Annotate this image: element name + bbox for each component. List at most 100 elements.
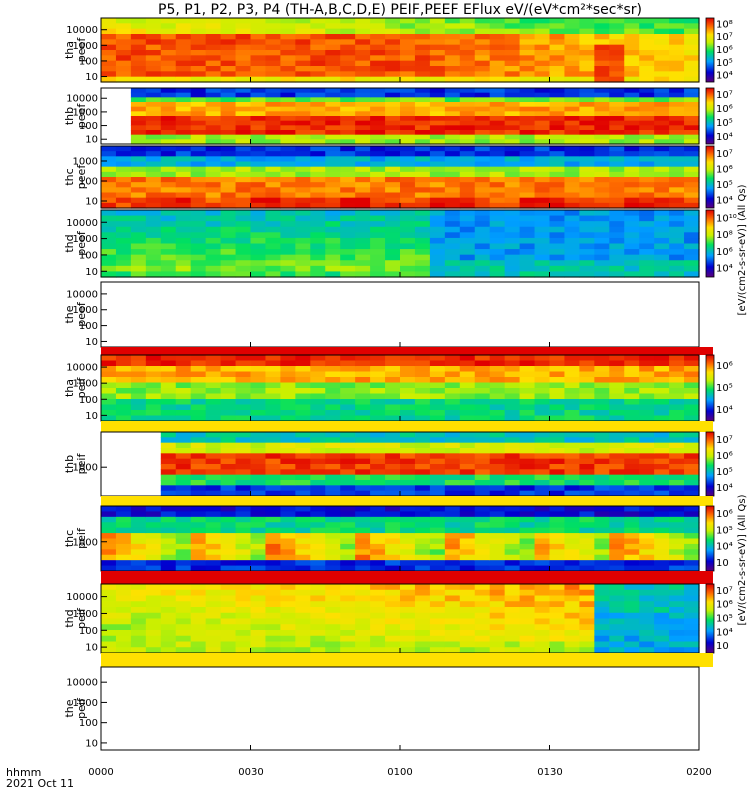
spectrogram-cell [505, 135, 521, 140]
spectrogram-cell [609, 130, 625, 135]
spectrogram-cell [445, 383, 461, 389]
spectrogram-cell [116, 55, 132, 61]
spectrogram-cell [579, 125, 595, 130]
spectrogram-cell [146, 182, 162, 188]
spectrogram-cell [280, 232, 296, 238]
spectrogram-cell [146, 506, 162, 512]
spectrogram-cell [624, 388, 640, 394]
spectrogram-cell [236, 377, 252, 383]
y-tick-label: 10 [85, 197, 98, 208]
spectrogram-cell [251, 383, 267, 389]
spectrogram-cell [131, 361, 147, 367]
spectrogram-cell [161, 372, 177, 378]
spectrogram-cell [535, 464, 551, 470]
spectrogram-cell [280, 167, 296, 173]
spectrogram-cell [400, 121, 416, 126]
spectrogram-cell [191, 227, 207, 233]
spectrogram-cell [669, 624, 685, 630]
spectrogram-cell [624, 88, 640, 93]
spectrogram-cell [221, 432, 237, 438]
spectrogram-cell [116, 642, 132, 648]
spectrogram-cell [579, 249, 595, 255]
spectrogram-cell [116, 146, 132, 152]
spectrogram-cell [520, 437, 536, 443]
spectrogram-cell [280, 125, 296, 130]
spectrogram-cell [535, 232, 551, 238]
spectrogram-cell [236, 511, 252, 517]
spectrogram-cell [669, 596, 685, 602]
spectrogram-cell [460, 18, 476, 24]
spectrogram-cell [236, 162, 252, 168]
spectrogram-cell [475, 177, 491, 183]
spectrogram-cell [415, 437, 431, 443]
spectrogram-cell [236, 480, 252, 486]
spectrogram-cell [535, 182, 551, 188]
spectrogram-cell [639, 624, 655, 630]
spectrogram-cell [445, 590, 461, 596]
spectrogram-cell [340, 198, 356, 204]
spectrogram-cell [340, 560, 356, 566]
spectrogram-cell [609, 61, 625, 67]
spectrogram-cell [684, 193, 700, 199]
spectrogram-cell [639, 584, 655, 590]
spectrogram-cell [460, 182, 476, 188]
spectrogram-cell [564, 399, 580, 405]
spectrogram-cell [176, 607, 192, 613]
spectrogram-cell [579, 355, 595, 361]
spectrogram-cell [221, 410, 237, 416]
spectrogram-cell [206, 198, 222, 204]
spectrogram-cell [639, 167, 655, 173]
spectrogram-cell [295, 596, 311, 602]
spectrogram-cell [535, 266, 551, 272]
spectrogram-cell [639, 361, 655, 367]
spectrogram-cell [564, 596, 580, 602]
spectrogram-cell [654, 50, 670, 56]
spectrogram-cell [669, 121, 685, 126]
spectrogram-cell [385, 121, 401, 126]
spectrogram-cell [505, 130, 521, 135]
spectrogram-cell [280, 172, 296, 178]
spectrogram-cell [370, 560, 386, 566]
spectrogram-cell [340, 135, 356, 140]
spectrogram-cell [624, 227, 640, 233]
spectrogram-cell [161, 66, 177, 72]
spectrogram-cell [340, 177, 356, 183]
spectrogram-cell [445, 232, 461, 238]
spectrogram-cell [221, 366, 237, 372]
spectrogram-cell [550, 459, 566, 465]
spectrogram-cell [310, 29, 326, 35]
spectrogram-cell [550, 198, 566, 204]
spectrogram-cell [340, 355, 356, 361]
spectrogram-cell [430, 111, 446, 116]
spectrogram-cell [295, 111, 311, 116]
spectrogram-cell [609, 71, 625, 77]
spectrogram-cell [370, 590, 386, 596]
spectrogram-cell [535, 18, 551, 24]
spectrogram-cell [101, 544, 117, 550]
spectrogram-cell [475, 156, 491, 162]
spectrogram-cell [415, 560, 431, 566]
spectrogram-cell [520, 506, 536, 512]
spectrogram-cell [191, 555, 207, 561]
spectrogram-cell [520, 533, 536, 539]
spectrogram-cell [176, 255, 192, 261]
spectrogram-cell [295, 464, 311, 470]
spectrogram-cell [370, 172, 386, 178]
spectrogram-cell [251, 18, 267, 24]
spectrogram-cell [385, 590, 401, 596]
spectrogram-cell [490, 266, 506, 272]
spectrogram-cell [280, 596, 296, 602]
spectrogram-cell [505, 469, 521, 475]
spectrogram-cell [505, 232, 521, 238]
spectrogram-cell [564, 71, 580, 77]
spectrogram-cell [236, 39, 252, 45]
spectrogram-cell [624, 448, 640, 454]
spectrogram-cell [370, 45, 386, 51]
spectrogram-cell [669, 394, 685, 400]
spectrogram-cell [101, 249, 117, 255]
spectrogram-cell [280, 227, 296, 233]
spectrogram-cell [355, 410, 371, 416]
spectrogram-cell [251, 111, 267, 116]
spectrogram-cell [340, 227, 356, 233]
spectrogram-cell [430, 50, 446, 56]
